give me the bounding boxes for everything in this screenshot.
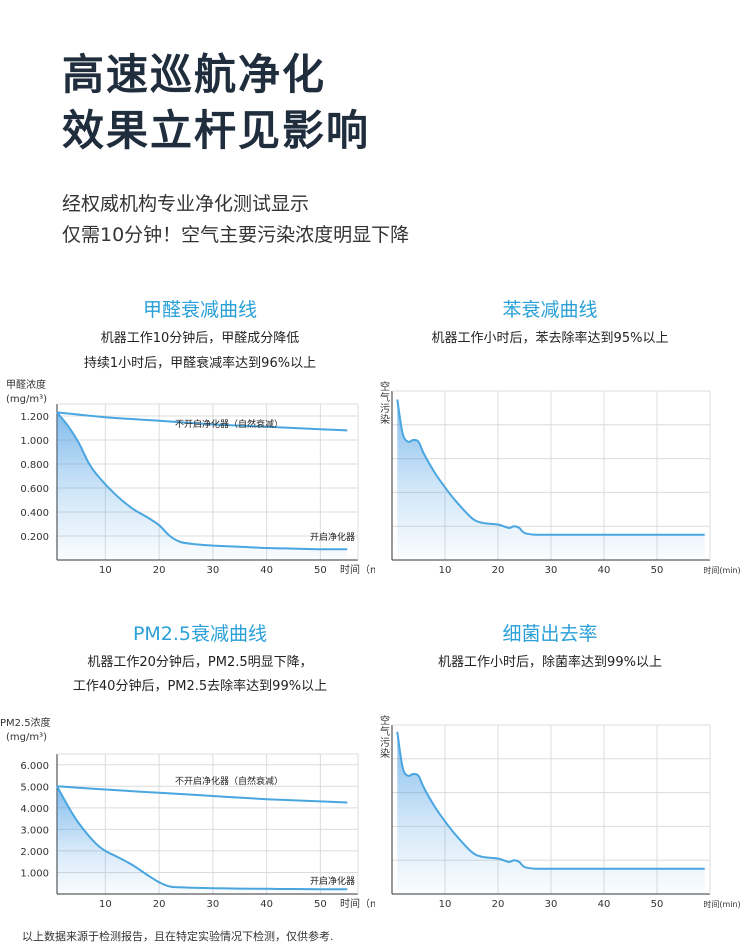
series-line (56, 785, 348, 804)
x-tick-label: 30 (207, 565, 220, 576)
y-axis-label: 空气污染 (380, 714, 390, 760)
x-axis-label: 时间（min） (340, 563, 375, 576)
y-tick-label: 1.000 (20, 868, 49, 879)
y-tick-label: 0.400 (20, 508, 49, 519)
x-tick-label: 50 (314, 565, 327, 576)
y-axis-label: 甲醛浓度 (6, 378, 46, 391)
bacteria-chart-desc: 机器工作小时后，除菌率达到99%以上 (438, 655, 662, 670)
x-axis-label: 时间（min） (340, 897, 375, 910)
x-tick-label: 30 (545, 899, 558, 910)
y-tick-label: 6.000 (20, 761, 49, 772)
x-tick-label: 10 (439, 899, 452, 910)
y-axis-label: PM2.5浓度 (0, 716, 51, 729)
formaldehyde-chart-desc-2: 持续1小时后，甲醛衰减率达到96%以上 (83, 356, 317, 371)
x-tick-label: 50 (651, 899, 664, 910)
bacteria-chart-title: 细菌出去率 (502, 623, 598, 645)
x-tick-label: 30 (207, 899, 220, 910)
pm25-chart-title: PM2.5衰减曲线 (132, 623, 268, 645)
pm25-chart-desc-2: 工作40分钟后，PM2.5去除率达到99%以上 (72, 679, 328, 694)
pm25-chart-desc-1: 机器工作20分钟后，PM2.5明显下降， (87, 655, 313, 670)
y-tick-label: 2.000 (20, 847, 49, 858)
x-tick-label: 10 (439, 565, 452, 576)
y-tick-label: 0.800 (20, 460, 49, 471)
y-tick-label: 1.200 (20, 412, 49, 423)
formaldehyde-decay-chart: 0.200 0.400 0.600 0.800 1.000 1.200 10 20 30 40 50… (6, 378, 375, 576)
x-axis-label: 时间(min) (703, 899, 740, 909)
y-tick-label: 5.000 (20, 782, 49, 793)
x-tick-label: 40 (260, 565, 273, 576)
formaldehyde-chart-title: 甲醛衰减曲线 (142, 299, 257, 321)
series-line (56, 411, 348, 551)
x-tick-label: 20 (153, 565, 166, 576)
series-area (397, 731, 705, 894)
y-tick-label: 3.000 (20, 825, 49, 836)
y-tick-label: 0.600 (20, 484, 49, 495)
series-line (56, 785, 348, 891)
x-tick-label: 20 (492, 899, 505, 910)
x-tick-label: 50 (651, 565, 664, 576)
y-axis-unit: (mg/m³) (6, 732, 47, 743)
benzene-chart-title: 苯衰减曲线 (502, 299, 598, 321)
x-tick-label: 30 (545, 565, 558, 576)
series-area (57, 786, 348, 894)
series-label: 不开启净化器（自然衰减） (175, 418, 283, 430)
x-tick-label: 40 (598, 899, 611, 910)
x-axis-label: 时间(min) (703, 565, 740, 575)
subtitle-line1: 经权威机构专业净化测试显示 (62, 193, 310, 215)
x-tick-label: 40 (260, 899, 273, 910)
series-line (396, 731, 705, 870)
x-tick-label: 10 (99, 899, 112, 910)
pm25-decay-chart: 1.000 2.000 3.000 4.000 5.000 6.000 10 20 30 40 50… (0, 716, 375, 910)
x-tick-label: 40 (598, 565, 611, 576)
subtitle-line2: 仅需10分钟！空气主要污染浓度明显下降 (62, 224, 410, 246)
y-tick-label: 1.000 (20, 436, 49, 447)
benzene-decay-chart: 10 20 30 40 50 时间(min) 空气污染 (380, 380, 741, 576)
y-tick-label: 4.000 (20, 804, 49, 815)
y-axis-unit: (mg/m³) (6, 394, 47, 405)
y-tick-label: 0.200 (20, 532, 49, 543)
series-line (56, 411, 348, 432)
footnote: 以上数据来源于检测报告，且在特定实验情况下检测，仅供参考. (22, 930, 334, 943)
benzene-chart-desc: 机器工作小时后，苯去除率达到95%以上 (431, 331, 669, 346)
page-title-line1: 高速巡航净化 (62, 50, 327, 99)
page-title-line2: 效果立杆见影响 (62, 106, 371, 155)
y-axis-label: 空气污染 (380, 380, 390, 426)
formaldehyde-chart-desc-1: 机器工作10分钟后，甲醛成分降低 (100, 331, 300, 346)
x-tick-label: 20 (153, 899, 166, 910)
series-label: 不开启净化器（自然衰减） (175, 775, 283, 787)
series-area (57, 412, 348, 560)
series-label: 开启净化器 (310, 875, 355, 887)
series-label: 开启净化器 (310, 531, 355, 543)
series-line (396, 399, 705, 536)
x-tick-label: 20 (492, 565, 505, 576)
x-tick-label: 50 (314, 899, 327, 910)
x-tick-label: 10 (99, 565, 112, 576)
bacteria-removal-chart: 10 20 30 40 50 时间(min) 空气污染 (380, 714, 741, 910)
